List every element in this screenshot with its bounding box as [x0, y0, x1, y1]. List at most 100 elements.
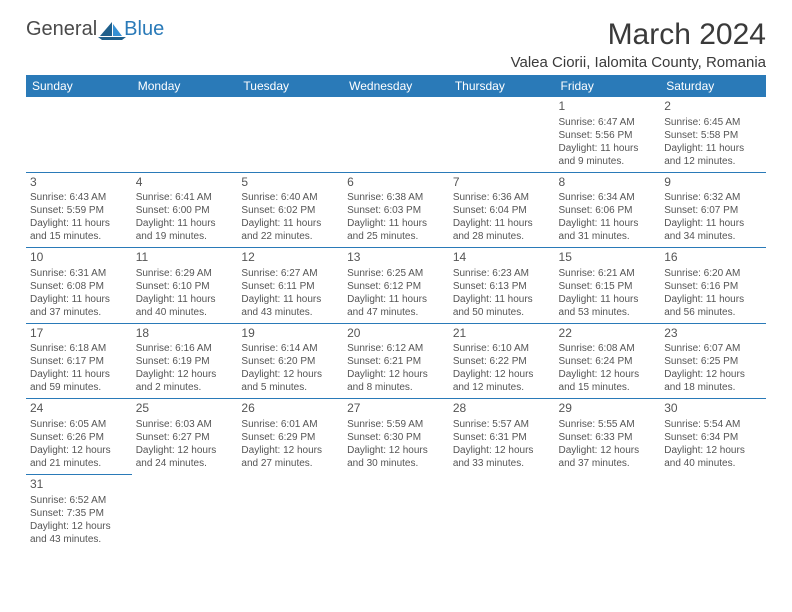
sailboat-icon — [98, 20, 126, 40]
daylight-text: Daylight: 12 hours and 33 minutes. — [453, 444, 551, 470]
day-number: 20 — [347, 326, 445, 342]
day-number: 7 — [453, 175, 551, 191]
calendar-cell: 27Sunrise: 5:59 AMSunset: 6:30 PMDayligh… — [343, 399, 449, 475]
calendar-row: 24Sunrise: 6:05 AMSunset: 6:26 PMDayligh… — [26, 399, 766, 475]
calendar-cell: 23Sunrise: 6:07 AMSunset: 6:25 PMDayligh… — [660, 323, 766, 399]
sunset-text: Sunset: 6:12 PM — [347, 280, 445, 293]
sunrise-text: Sunrise: 6:45 AM — [664, 116, 762, 129]
sunrise-text: Sunrise: 5:54 AM — [664, 418, 762, 431]
calendar-cell: 7Sunrise: 6:36 AMSunset: 6:04 PMDaylight… — [449, 172, 555, 248]
sunset-text: Sunset: 6:26 PM — [30, 431, 128, 444]
calendar-cell: 16Sunrise: 6:20 AMSunset: 6:16 PMDayligh… — [660, 248, 766, 324]
calendar-cell — [237, 97, 343, 172]
daylight-text: Daylight: 11 hours and 25 minutes. — [347, 217, 445, 243]
daylight-text: Daylight: 11 hours and 56 minutes. — [664, 293, 762, 319]
brand-part1: General — [26, 18, 97, 41]
sunset-text: Sunset: 6:25 PM — [664, 355, 762, 368]
sunrise-text: Sunrise: 6:36 AM — [453, 191, 551, 204]
calendar-body: 1Sunrise: 6:47 AMSunset: 5:56 PMDaylight… — [26, 97, 766, 550]
day-number: 21 — [453, 326, 551, 342]
weekday-header: Sunday — [26, 75, 132, 97]
sunset-text: Sunset: 6:13 PM — [453, 280, 551, 293]
sunrise-text: Sunrise: 6:25 AM — [347, 267, 445, 280]
sunrise-text: Sunrise: 6:05 AM — [30, 418, 128, 431]
calendar-cell: 12Sunrise: 6:27 AMSunset: 6:11 PMDayligh… — [237, 248, 343, 324]
day-number: 29 — [559, 401, 657, 417]
sunrise-text: Sunrise: 6:43 AM — [30, 191, 128, 204]
sunrise-text: Sunrise: 5:57 AM — [453, 418, 551, 431]
daylight-text: Daylight: 11 hours and 19 minutes. — [136, 217, 234, 243]
sunrise-text: Sunrise: 5:59 AM — [347, 418, 445, 431]
sunset-text: Sunset: 6:31 PM — [453, 431, 551, 444]
sunrise-text: Sunrise: 6:07 AM — [664, 342, 762, 355]
day-number: 16 — [664, 250, 762, 266]
calendar-cell: 5Sunrise: 6:40 AMSunset: 6:02 PMDaylight… — [237, 172, 343, 248]
sunset-text: Sunset: 5:59 PM — [30, 204, 128, 217]
sunset-text: Sunset: 6:11 PM — [241, 280, 339, 293]
sunrise-text: Sunrise: 6:29 AM — [136, 267, 234, 280]
day-number: 15 — [559, 250, 657, 266]
sunrise-text: Sunrise: 6:34 AM — [559, 191, 657, 204]
calendar-table: Sunday Monday Tuesday Wednesday Thursday… — [26, 75, 766, 550]
header: GeneralBlue March 2024 Valea Ciorii, Ial… — [26, 18, 766, 71]
day-number: 6 — [347, 175, 445, 191]
calendar-cell — [237, 474, 343, 549]
calendar-cell: 17Sunrise: 6:18 AMSunset: 6:17 PMDayligh… — [26, 323, 132, 399]
day-number: 25 — [136, 401, 234, 417]
daylight-text: Daylight: 11 hours and 28 minutes. — [453, 217, 551, 243]
calendar-cell: 11Sunrise: 6:29 AMSunset: 6:10 PMDayligh… — [132, 248, 238, 324]
calendar-cell: 30Sunrise: 5:54 AMSunset: 6:34 PMDayligh… — [660, 399, 766, 475]
daylight-text: Daylight: 11 hours and 43 minutes. — [241, 293, 339, 319]
calendar-row: 10Sunrise: 6:31 AMSunset: 6:08 PMDayligh… — [26, 248, 766, 324]
daylight-text: Daylight: 11 hours and 31 minutes. — [559, 217, 657, 243]
sunrise-text: Sunrise: 6:20 AM — [664, 267, 762, 280]
daylight-text: Daylight: 11 hours and 40 minutes. — [136, 293, 234, 319]
brand-logo: GeneralBlue — [26, 18, 164, 41]
daylight-text: Daylight: 12 hours and 8 minutes. — [347, 368, 445, 394]
calendar-cell — [449, 474, 555, 549]
sunrise-text: Sunrise: 6:32 AM — [664, 191, 762, 204]
calendar-cell: 19Sunrise: 6:14 AMSunset: 6:20 PMDayligh… — [237, 323, 343, 399]
sunset-text: Sunset: 6:34 PM — [664, 431, 762, 444]
calendar-row: 31Sunrise: 6:52 AMSunset: 7:35 PMDayligh… — [26, 474, 766, 549]
sunrise-text: Sunrise: 6:47 AM — [559, 116, 657, 129]
location-text: Valea Ciorii, Ialomita County, Romania — [511, 54, 766, 71]
sunset-text: Sunset: 6:19 PM — [136, 355, 234, 368]
calendar-cell: 31Sunrise: 6:52 AMSunset: 7:35 PMDayligh… — [26, 474, 132, 549]
day-number: 31 — [30, 477, 128, 493]
sunrise-text: Sunrise: 6:18 AM — [30, 342, 128, 355]
sunset-text: Sunset: 7:35 PM — [30, 507, 128, 520]
sunset-text: Sunset: 6:16 PM — [664, 280, 762, 293]
day-number: 1 — [559, 99, 657, 115]
calendar-cell: 28Sunrise: 5:57 AMSunset: 6:31 PMDayligh… — [449, 399, 555, 475]
calendar-cell — [343, 97, 449, 172]
sunset-text: Sunset: 6:21 PM — [347, 355, 445, 368]
daylight-text: Daylight: 12 hours and 37 minutes. — [559, 444, 657, 470]
sunset-text: Sunset: 5:58 PM — [664, 129, 762, 142]
sunset-text: Sunset: 6:30 PM — [347, 431, 445, 444]
sunset-text: Sunset: 6:24 PM — [559, 355, 657, 368]
calendar-cell: 24Sunrise: 6:05 AMSunset: 6:26 PMDayligh… — [26, 399, 132, 475]
calendar-cell: 1Sunrise: 6:47 AMSunset: 5:56 PMDaylight… — [555, 97, 661, 172]
sunrise-text: Sunrise: 6:41 AM — [136, 191, 234, 204]
day-number: 9 — [664, 175, 762, 191]
calendar-cell — [26, 97, 132, 172]
sunset-text: Sunset: 6:17 PM — [30, 355, 128, 368]
calendar-cell: 15Sunrise: 6:21 AMSunset: 6:15 PMDayligh… — [555, 248, 661, 324]
daylight-text: Daylight: 12 hours and 27 minutes. — [241, 444, 339, 470]
sunset-text: Sunset: 6:03 PM — [347, 204, 445, 217]
day-number: 11 — [136, 250, 234, 266]
daylight-text: Daylight: 12 hours and 18 minutes. — [664, 368, 762, 394]
sunset-text: Sunset: 6:00 PM — [136, 204, 234, 217]
daylight-text: Daylight: 11 hours and 53 minutes. — [559, 293, 657, 319]
sunrise-text: Sunrise: 6:38 AM — [347, 191, 445, 204]
sunrise-text: Sunrise: 6:12 AM — [347, 342, 445, 355]
sunset-text: Sunset: 6:02 PM — [241, 204, 339, 217]
daylight-text: Daylight: 12 hours and 43 minutes. — [30, 520, 128, 546]
sunrise-text: Sunrise: 6:16 AM — [136, 342, 234, 355]
daylight-text: Daylight: 12 hours and 15 minutes. — [559, 368, 657, 394]
calendar-cell: 13Sunrise: 6:25 AMSunset: 6:12 PMDayligh… — [343, 248, 449, 324]
daylight-text: Daylight: 11 hours and 37 minutes. — [30, 293, 128, 319]
daylight-text: Daylight: 11 hours and 12 minutes. — [664, 142, 762, 168]
day-number: 5 — [241, 175, 339, 191]
